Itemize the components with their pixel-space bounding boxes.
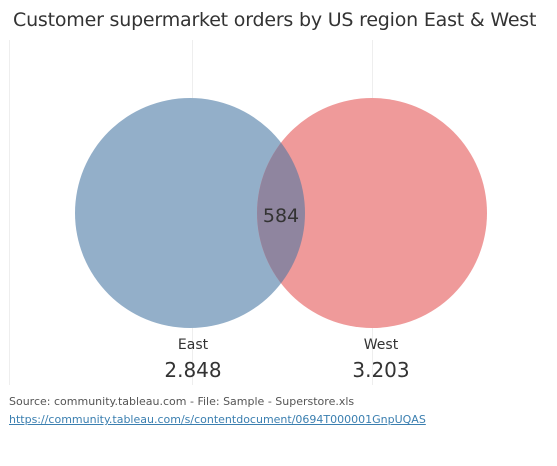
overlap-value: 584: [263, 205, 299, 227]
west-value: 3.203: [352, 358, 409, 382]
west-label: West: [364, 337, 399, 353]
source-link[interactable]: https://community.tableau.com/s/contentd…: [9, 413, 426, 426]
east-label: East: [178, 337, 209, 353]
east-value: 2.848: [164, 358, 221, 382]
source-note: Source: community.tableau.com - File: Sa…: [9, 395, 354, 408]
